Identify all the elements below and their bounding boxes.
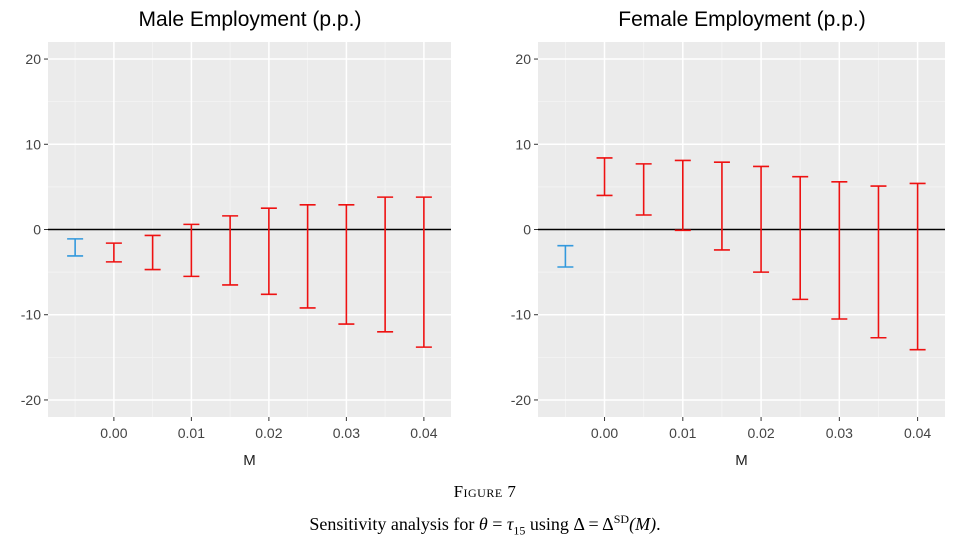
errorbar-2-1 (105, 242, 122, 263)
caption-tau-sub: 15 (513, 523, 526, 538)
errorbar-2-4 (713, 161, 730, 251)
x-axis-title: M (735, 452, 748, 469)
x-axis-title: M (243, 452, 256, 469)
caption-eq2: = (583, 514, 603, 534)
y-tick-label: -10 (511, 307, 531, 323)
y-tick-label: 0 (523, 222, 531, 238)
caption-delta2: Δ (602, 514, 614, 534)
x-tick-label: 0.03 (333, 425, 360, 441)
errorbar-2-7 (338, 203, 355, 325)
panel-title: Female Employment (p.p.) (618, 8, 865, 31)
errorbar-2-4 (222, 215, 239, 286)
x-tick-label: 0.01 (669, 425, 696, 441)
caption-mid: using (525, 514, 574, 534)
figure-caption: Sensitivity analysis for θ = τ15 using Δ… (0, 512, 970, 539)
errorbar-1-1 (67, 238, 84, 257)
y-tick-label: 20 (515, 51, 531, 67)
errorbar-2-6 (792, 175, 809, 301)
caption-arg: (M) (629, 514, 657, 534)
errorbar-2-9 (909, 182, 926, 351)
x-tick-label: 0.04 (904, 425, 931, 441)
y-tick-label: -20 (21, 392, 41, 408)
errorbar-2-2 (144, 234, 161, 271)
x-tick-label: 0.02 (255, 425, 282, 441)
x-tick-label: 0.00 (100, 425, 127, 441)
x-tick-label: 0.04 (410, 425, 437, 441)
errorbar-2-2 (635, 163, 652, 216)
errorbar-2-9 (415, 196, 432, 348)
errorbar-2-5 (753, 165, 770, 273)
figure-label: Figure 7 (453, 482, 517, 501)
panel-2: -20 -10 0 10 20 0.00 0.01 0.02 0.03 0.04 M Female E… (511, 8, 945, 469)
errorbar-2-3 (183, 223, 200, 278)
x-tick-label: 0.03 (826, 425, 853, 441)
panel-1: -20 -10 0 10 20 0.00 0.01 0.02 0.03 0.04 M Male Emp… (21, 8, 451, 469)
x-tick-label: 0.01 (178, 425, 205, 441)
caption-delta1: Δ (573, 514, 584, 534)
y-tick-label: 10 (25, 136, 41, 152)
errorbar-2-7 (831, 180, 848, 320)
errorbar-2-8 (377, 196, 394, 333)
y-tick-label: 20 (25, 51, 41, 67)
errorbar-2-6 (299, 203, 316, 309)
caption-delta-sup: SD (613, 512, 630, 526)
errorbar-1-1 (557, 244, 574, 268)
y-tick-label: -10 (21, 307, 41, 323)
errorbar-2-3 (674, 159, 691, 232)
x-tick-label: 0.00 (591, 425, 618, 441)
caption-end: . (656, 514, 661, 534)
errorbar-2-5 (260, 207, 277, 296)
caption-eq1: = (487, 514, 507, 534)
caption-tau: τ (506, 514, 514, 534)
y-tick-label: 10 (515, 136, 531, 152)
x-tick-label: 0.02 (747, 425, 774, 441)
errorbar-2-8 (870, 185, 887, 339)
panel-title: Male Employment (p.p.) (139, 8, 362, 31)
caption-prefix: Sensitivity analysis for (309, 514, 479, 534)
errorbar-2-1 (596, 157, 613, 197)
caption-theta: θ (478, 514, 488, 534)
y-tick-label: -20 (511, 392, 531, 408)
y-tick-label: 0 (33, 222, 41, 238)
